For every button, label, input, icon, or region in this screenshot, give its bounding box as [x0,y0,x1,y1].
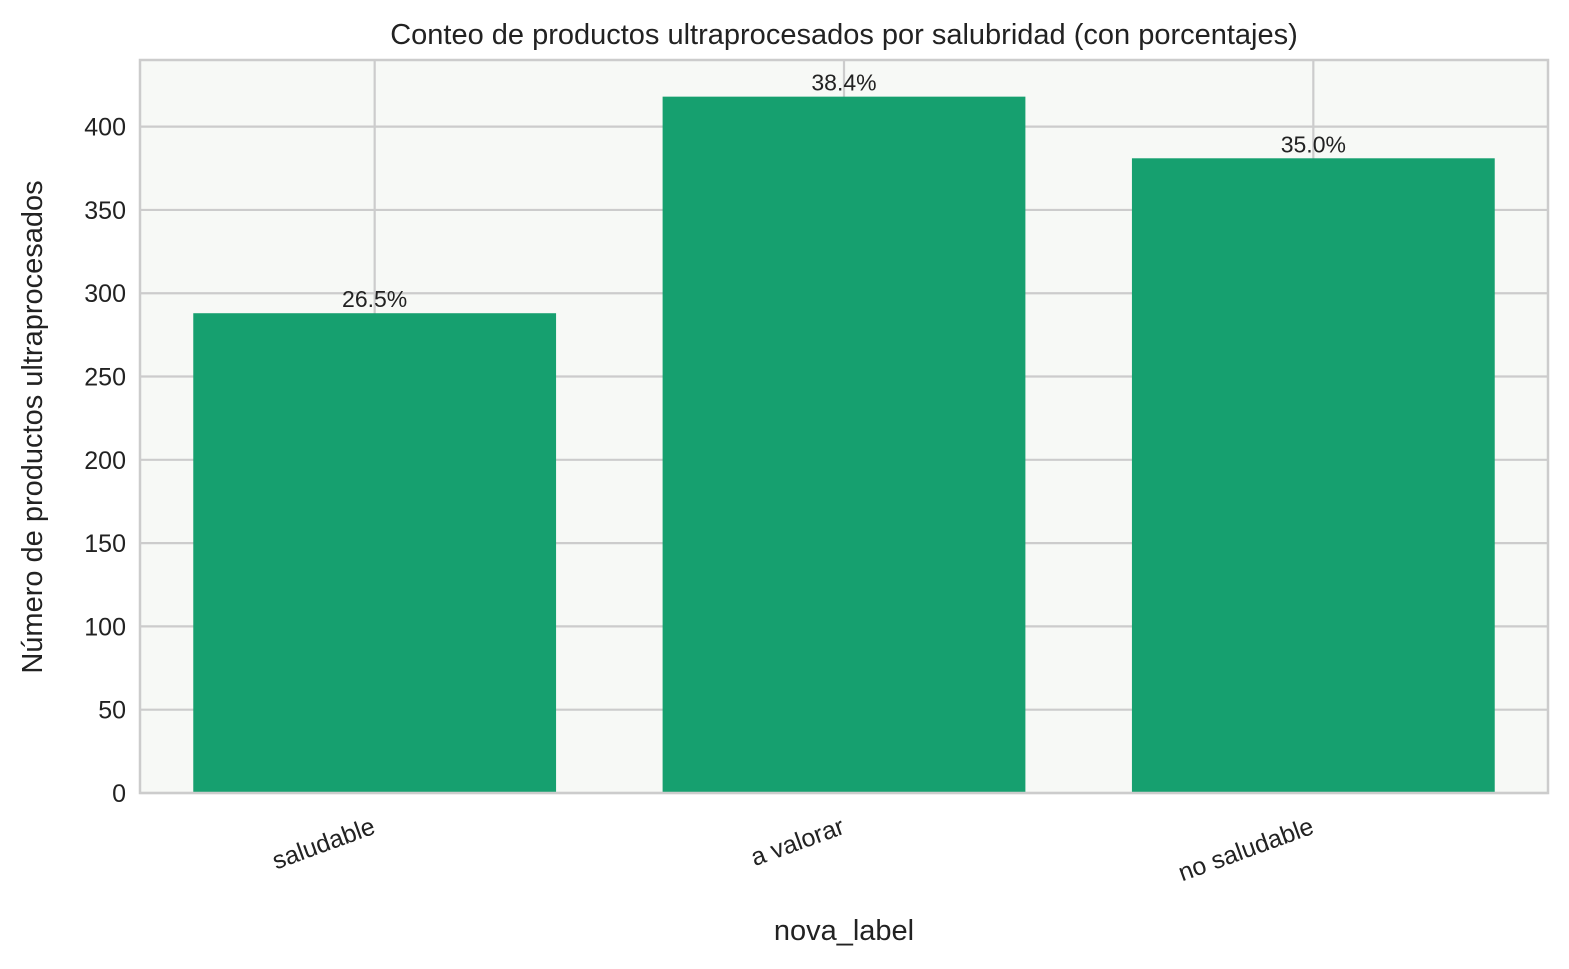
y-tick-label: 250 [84,364,126,392]
y-tick-label: 50 [98,697,126,725]
bar-a-valorar [662,96,1026,793]
chart-title: Conteo de productos ultraprocesados por … [390,19,1298,51]
data-labels: 26.5% 38.4% 35.0% [342,70,1346,313]
y-tick-label: 0 [112,780,126,808]
x-axis-ticks: saludable a valorar no saludable [269,812,1318,887]
y-tick-label: 400 [84,114,126,142]
y-tick-label: 200 [84,447,126,475]
x-tick-label: saludable [269,812,379,875]
y-tick-label: 150 [84,530,126,558]
bar-value-label: 26.5% [342,286,407,312]
x-tick-label: no saludable [1175,812,1318,887]
y-tick-label: 300 [84,280,126,308]
y-axis-label: Número de productos ultraprocesados [17,180,49,673]
y-axis-ticks: 0 50 100 150 200 250 300 350 400 [84,114,126,808]
y-tick-label: 100 [84,613,126,641]
y-tick-label: 350 [84,197,126,225]
bar-value-label: 38.4% [811,70,876,96]
x-axis-label: nova_label [774,915,914,947]
plot-frame [138,58,1550,795]
bar-value-label: 35.0% [1281,131,1346,157]
bar-saludable [193,313,557,793]
bars [193,96,1495,793]
x-tick-label: a valorar [747,812,848,872]
bar-no-saludable [1131,158,1495,793]
